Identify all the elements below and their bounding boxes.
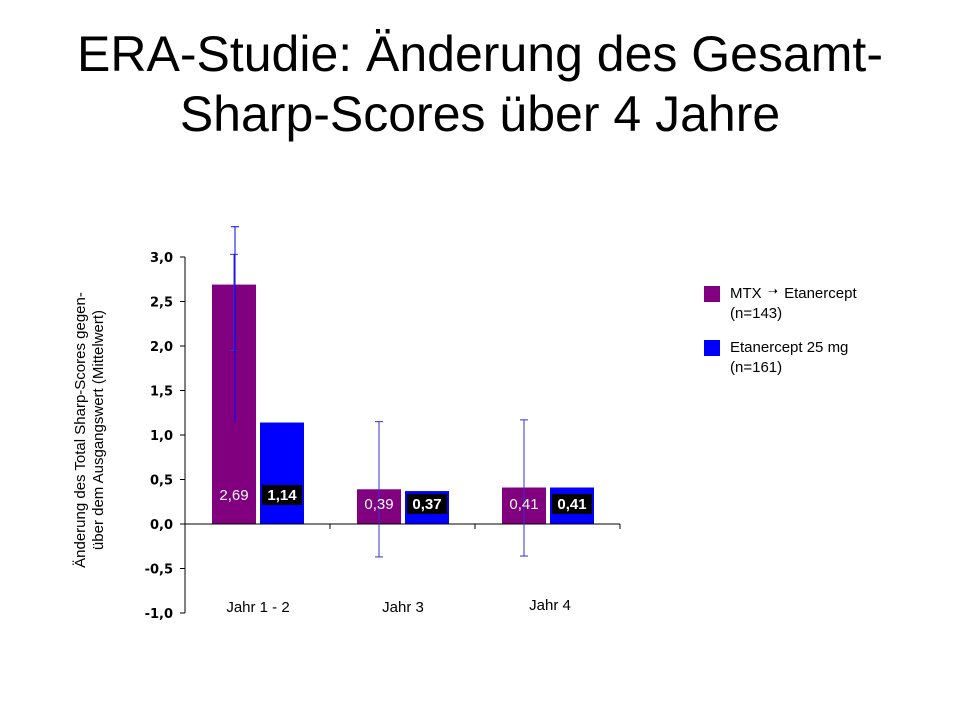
data-label: 0,41 (557, 496, 586, 513)
legend-swatch-etanercept (704, 340, 720, 356)
legend-eta-label: Etanercept 25 mg (730, 339, 849, 356)
legend: MTX ➝ Etanercept (n=143) Etanercept 25 m… (700, 284, 857, 392)
y-tick-label: 3,0 (150, 251, 173, 266)
category-label: Jahr 4 (529, 597, 571, 614)
slide-title: ERA-Studie: Änderung des Gesamt- Sharp-S… (0, 24, 960, 144)
legend-item-mtx: MTX ➝ Etanercept (n=143) (700, 284, 857, 324)
category-label: Jahr 3 (382, 599, 424, 616)
y-tick-label: 2,0 (150, 340, 173, 355)
data-label-box (262, 485, 302, 505)
title-line-1: ERA-Studie: Änderung des Gesamt- (77, 26, 883, 82)
y-tick-label: 0,5 (150, 474, 173, 489)
data-label: 0,41 (509, 496, 538, 513)
data-label: 0,39 (364, 496, 393, 513)
legend-eta-n: (n=161) (730, 359, 783, 376)
legend-swatch-mtx (704, 286, 720, 302)
data-label-box (407, 494, 447, 514)
y-tick-label: 0,0 (150, 518, 173, 533)
category-label: Jahr 1 - 2 (226, 599, 289, 616)
data-label: 0,37 (412, 496, 441, 513)
data-label-box (552, 494, 592, 514)
legend-item-etanercept: Etanercept 25 mg (n=161) (700, 338, 857, 378)
data-label: 2,69 (219, 487, 248, 504)
arrow-icon: ➝ (767, 284, 778, 298)
title-line-2: Sharp-Scores über 4 Jahre (179, 86, 781, 142)
data-label: 1,14 (267, 487, 297, 504)
y-tick-label: 1,5 (150, 385, 173, 400)
y-tick-label: -0,5 (145, 563, 173, 578)
legend-mtx-label: MTX (730, 285, 762, 302)
y-tick-label: 1,0 (150, 429, 173, 444)
legend-mtx-n: (n=143) (730, 305, 783, 322)
y-tick-label: 2,5 (150, 296, 173, 311)
y-tick-label: -1,0 (145, 607, 173, 622)
legend-etanercept-label: Etanercept (784, 285, 857, 302)
bar-etanercept (260, 422, 304, 524)
